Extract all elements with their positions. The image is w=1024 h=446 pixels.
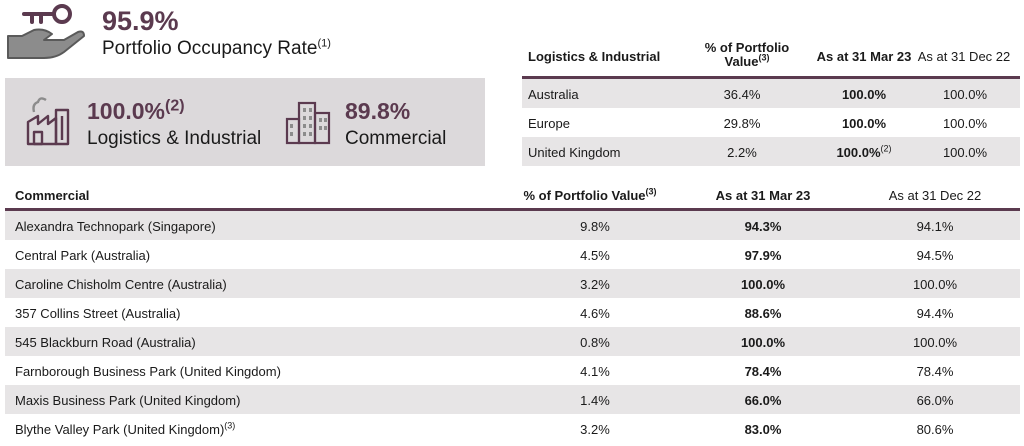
com-row-value: 9.8%: [580, 219, 610, 234]
li-row-current-note: (2): [880, 143, 892, 154]
com-header-value: % of Portfolio Value(3): [505, 186, 675, 203]
commercial-table: Commercial % of Portfolio Value(3) As at…: [5, 182, 1020, 443]
li-row-previous: 100.0%: [942, 87, 988, 102]
commercial-table-header: Commercial % of Portfolio Value(3) As at…: [5, 182, 1020, 208]
li-header-value: % of Portfolio Value(3): [682, 41, 812, 69]
com-row-previous: 100.0%: [912, 335, 958, 350]
com-header-rule: [5, 208, 1020, 211]
com-row-current: 88.6%: [744, 306, 782, 321]
li-row-value: 29.8%: [723, 116, 761, 131]
occupancy-value: 95.9%: [102, 6, 179, 36]
li-header-previous: As at 31 Dec 22: [917, 49, 1011, 64]
com-row-current: 78.4%: [744, 364, 782, 379]
li-header-current: As at 31 Mar 23: [816, 49, 912, 64]
li-header-value-note: (3): [758, 52, 770, 63]
table-row: Australia 36.4% 100.0% 100.0%: [522, 79, 1020, 108]
li-row-previous: 100.0%: [942, 145, 988, 160]
com-row-current: 66.0%: [744, 393, 782, 408]
factory-icon: [26, 97, 70, 146]
com-row-name: Alexandra Technopark (Singapore): [15, 219, 216, 234]
com-row-name: Central Park (Australia): [15, 248, 151, 263]
com-row-name: Caroline Chisholm Centre (Australia): [15, 277, 227, 292]
com-row-name-text: Blythe Valley Park (United Kingdom): [15, 422, 225, 437]
li-row-name: Europe: [528, 116, 570, 131]
table-row: 545 Blackburn Road (Australia) 0.8% 100.…: [5, 327, 1020, 356]
li-row-current-text: 100.0%: [836, 145, 881, 160]
com-row-name: Farnborough Business Park (United Kingdo…: [15, 364, 281, 379]
logistics-value-text: 100.0%: [87, 98, 166, 124]
table-row: Blythe Valley Park (United Kingdom)(3) 3…: [5, 414, 1020, 443]
commercial-label: Commercial: [345, 128, 447, 149]
com-row-name: Blythe Valley Park (United Kingdom)(3): [15, 420, 236, 437]
table-row: Alexandra Technopark (Singapore) 9.8% 94…: [5, 211, 1020, 240]
li-row-value: 36.4%: [723, 87, 761, 102]
com-header-current: As at 31 Mar 23: [715, 188, 811, 203]
com-row-name-note: (3): [224, 420, 236, 431]
li-header-value-line2: Value: [724, 54, 759, 69]
com-row-value: 3.2%: [580, 422, 610, 437]
logistics-table: Logistics & Industrial % of Portfolio Va…: [522, 38, 1020, 166]
li-header-rule: [522, 76, 1020, 79]
table-row: Caroline Chisholm Centre (Australia) 3.2…: [5, 269, 1020, 298]
li-row-previous: 100.0%: [942, 116, 988, 131]
com-row-previous: 94.1%: [916, 219, 954, 234]
table-row: United Kingdom 2.2% 100.0%(2) 100.0%: [522, 137, 1020, 166]
logistics-footnote: (2): [165, 97, 185, 115]
com-row-current: 83.0%: [744, 422, 782, 437]
com-row-previous: 100.0%: [912, 277, 958, 292]
com-row-current: 100.0%: [740, 277, 786, 292]
com-row-current: 94.3%: [744, 219, 782, 234]
occupancy-label: Portfolio Occupancy Rate(1): [102, 38, 331, 60]
com-row-previous: 78.4%: [916, 364, 954, 379]
table-row: 357 Collins Street (Australia) 4.6% 88.6…: [5, 298, 1020, 327]
li-header-value-line1: % of Portfolio: [704, 40, 790, 55]
li-row-name: Australia: [528, 87, 579, 102]
commercial-value: 89.8%: [345, 98, 411, 124]
li-header-name: Logistics & Industrial: [528, 49, 661, 64]
com-row-current: 100.0%: [740, 335, 786, 350]
occupancy-label-text: Portfolio Occupancy Rate: [102, 38, 318, 59]
com-row-previous: 66.0%: [916, 393, 954, 408]
com-row-name: 357 Collins Street (Australia): [15, 306, 181, 321]
com-row-name: 545 Blackburn Road (Australia): [15, 335, 196, 350]
table-row: Europe 29.8% 100.0% 100.0%: [522, 108, 1020, 137]
com-row-previous: 80.6%: [916, 422, 954, 437]
com-row-value: 4.1%: [580, 364, 610, 379]
table-row: Maxis Business Park (United Kingdom) 1.4…: [5, 385, 1020, 414]
com-header-name: Commercial: [15, 188, 90, 203]
logistics-table-header: Logistics & Industrial % of Portfolio Va…: [522, 38, 1020, 76]
summary-box: [5, 78, 485, 166]
com-header-value-note: (3): [645, 186, 657, 197]
occupancy-footnote: (1): [317, 37, 331, 50]
com-row-value: 4.6%: [580, 306, 610, 321]
com-row-name: Maxis Business Park (United Kingdom): [15, 393, 241, 408]
com-row-value: 3.2%: [580, 277, 610, 292]
table-row: Farnborough Business Park (United Kingdo…: [5, 356, 1020, 385]
com-row-value: 1.4%: [580, 393, 610, 408]
com-header-value-text: % of Portfolio Value: [523, 188, 646, 203]
table-row: Central Park (Australia) 4.5% 97.9% 94.5…: [5, 240, 1020, 269]
hand-key-icon: [7, 4, 85, 59]
com-row-previous: 94.5%: [916, 248, 954, 263]
li-row-value: 2.2%: [727, 145, 757, 160]
li-row-name: United Kingdom: [528, 145, 621, 160]
li-row-current: 100.0%(2): [804, 143, 924, 160]
logistics-value: 100.0%(2): [87, 98, 185, 125]
com-row-value: 0.8%: [580, 335, 610, 350]
li-row-current: 100.0%: [841, 87, 887, 102]
li-row-current: 100.0%: [841, 116, 887, 131]
logistics-label: Logistics & Industrial: [87, 128, 262, 149]
com-row-previous: 94.4%: [916, 306, 954, 321]
com-row-current: 97.9%: [744, 248, 782, 263]
com-header-previous: As at 31 Dec 22: [888, 188, 982, 203]
com-row-value: 4.5%: [580, 248, 610, 263]
office-building-icon: [285, 101, 331, 145]
